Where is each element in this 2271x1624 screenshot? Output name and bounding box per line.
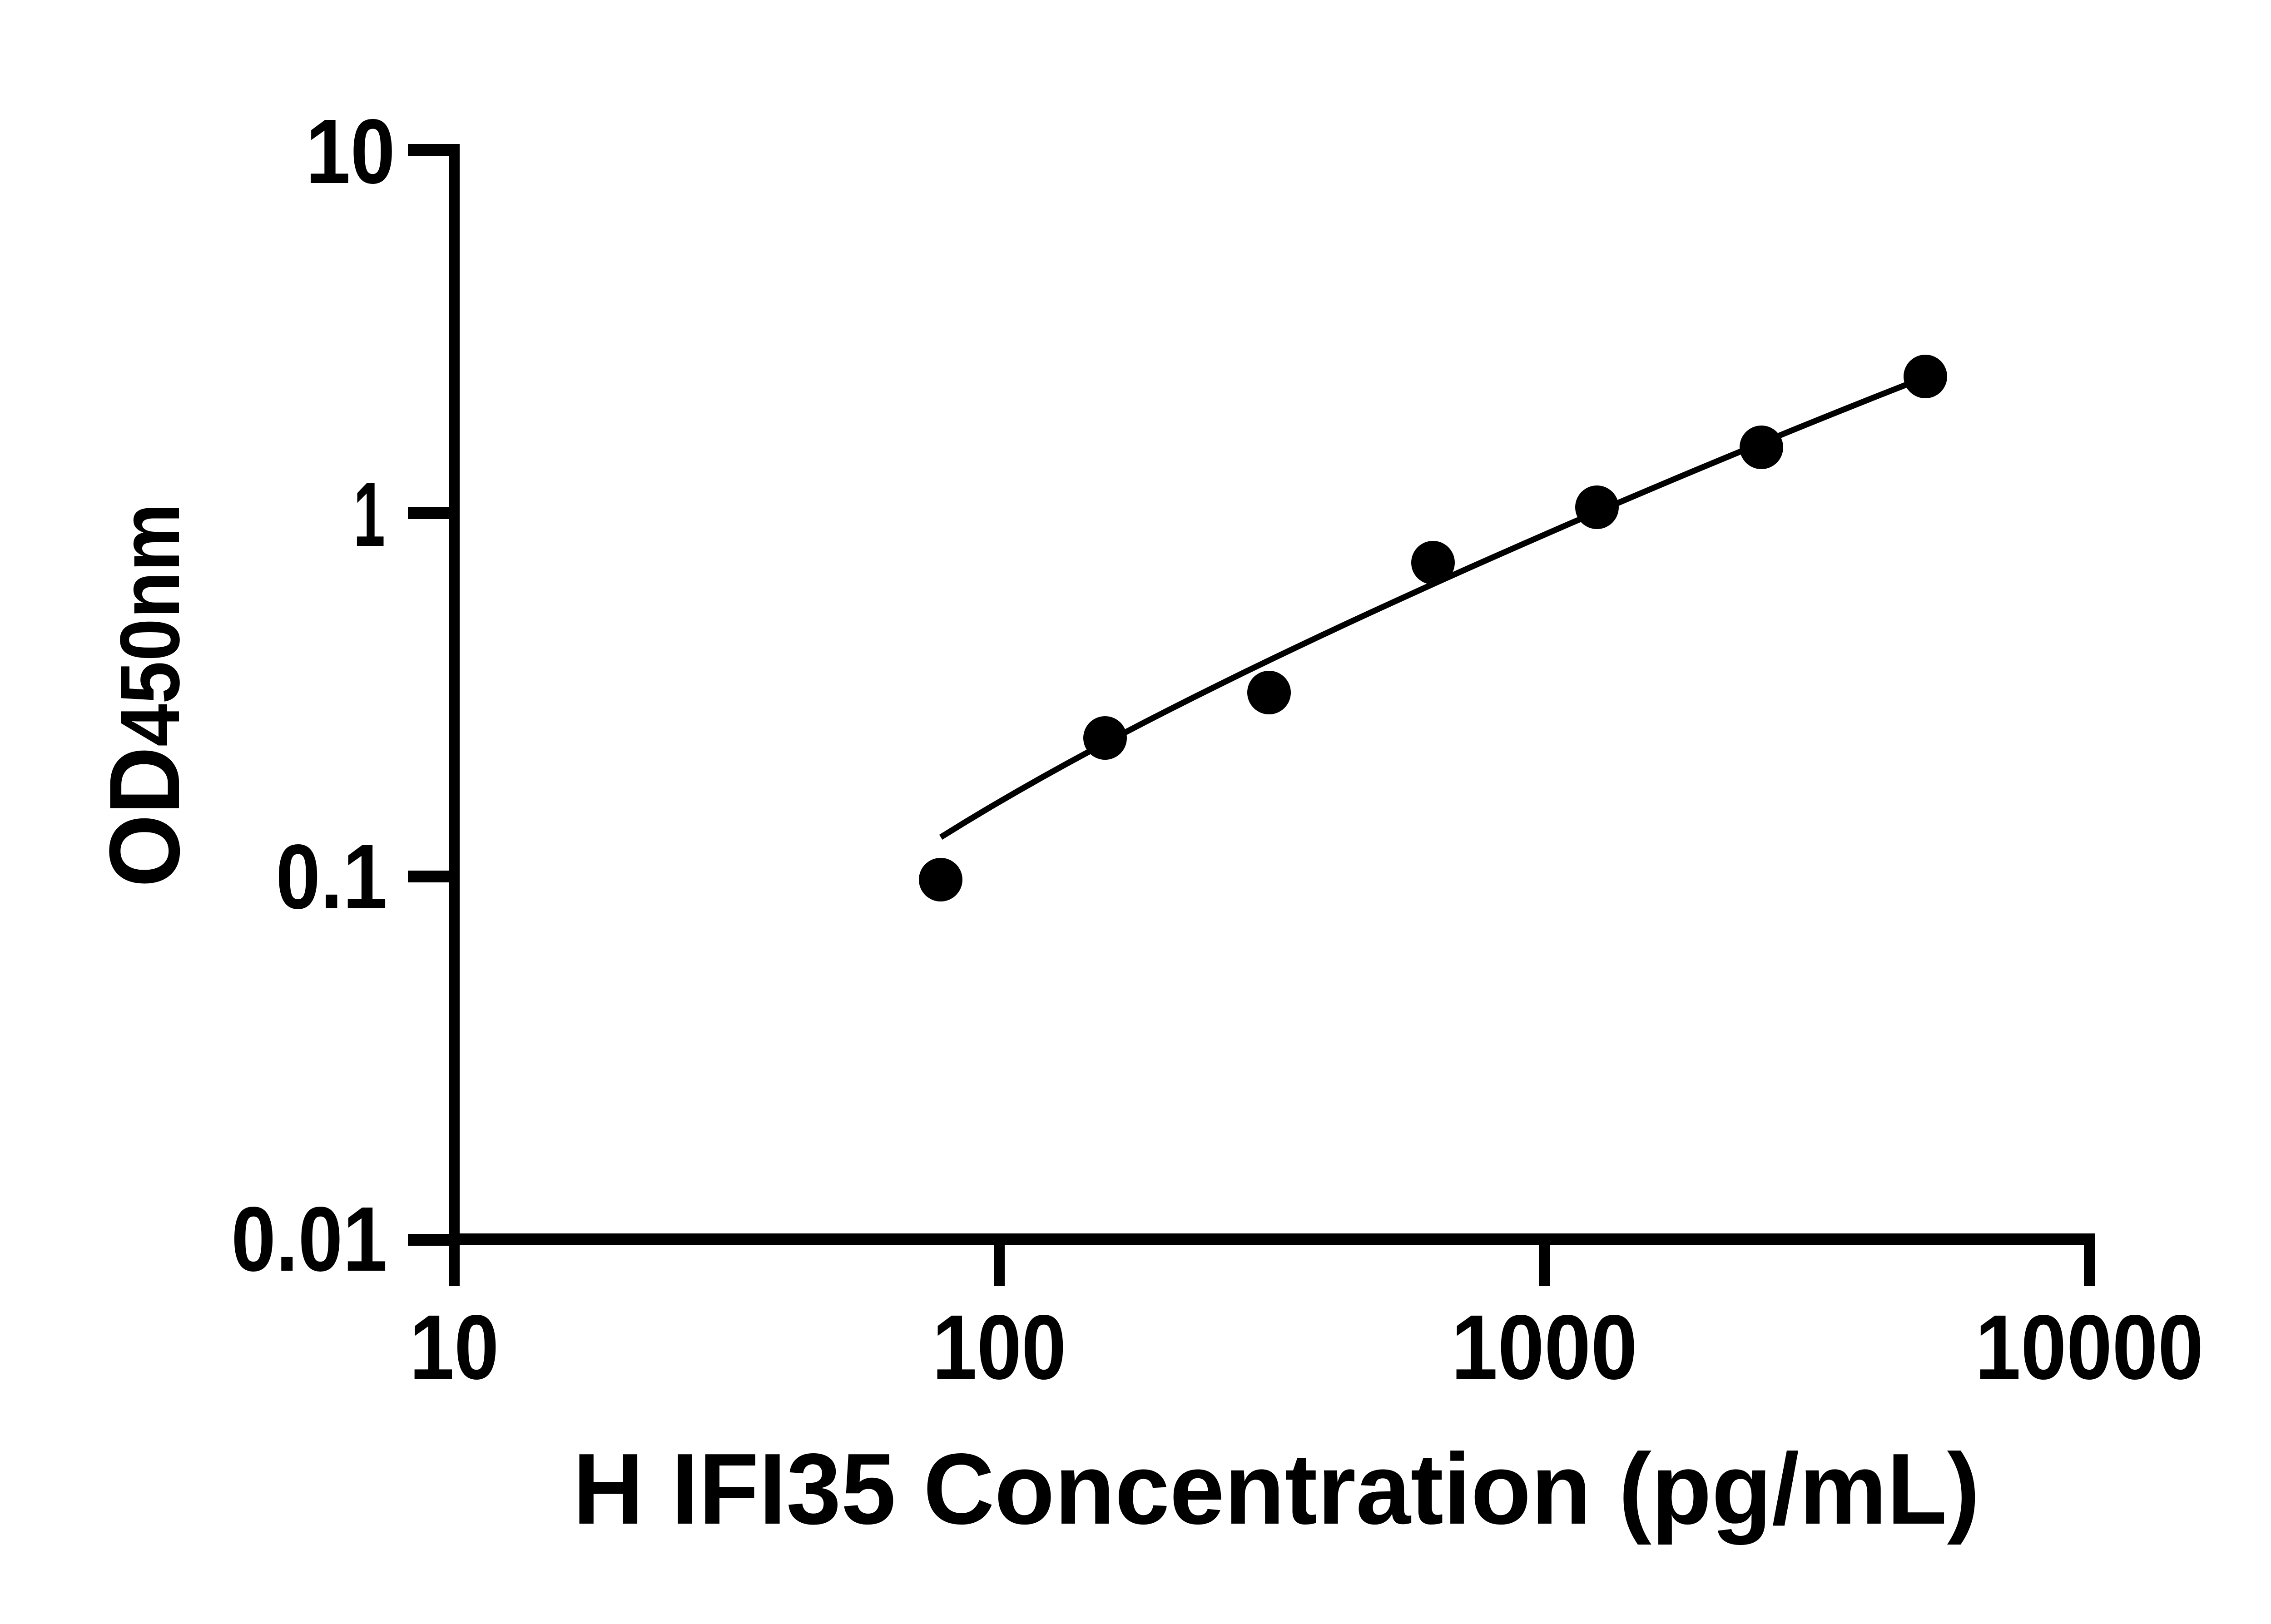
svg-text:OD: OD [89,747,200,887]
svg-text:10000: 10000 [1975,1296,2204,1398]
svg-text:10: 10 [306,100,395,203]
svg-text:H IFI35 Concentration (pg/mL): H IFI35 Concentration (pg/mL) [573,1433,1980,1545]
svg-text:10: 10 [410,1296,499,1398]
svg-text:100: 100 [932,1296,1066,1398]
svg-text:0.01: 0.01 [231,1188,387,1290]
svg-text:0.1: 0.1 [276,825,387,928]
svg-text:450nm: 450nm [103,503,197,747]
svg-text:1000: 1000 [1451,1296,1637,1398]
svg-text:1: 1 [353,463,385,565]
